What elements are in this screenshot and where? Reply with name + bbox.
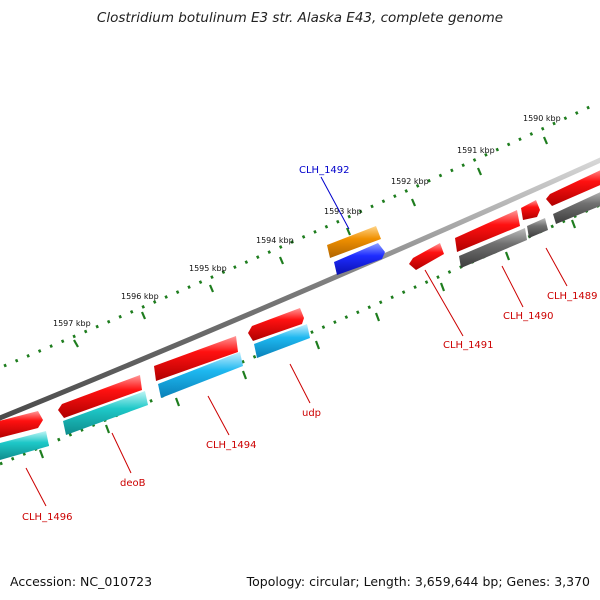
- major-tick: [314, 340, 321, 350]
- gene-feature-deob-rev[interactable]: [63, 391, 148, 435]
- major-tick: [38, 449, 45, 459]
- major-tick: [570, 219, 577, 229]
- major-tick: [410, 198, 417, 207]
- genome-backbone: [0, 157, 600, 421]
- major-tick: [278, 256, 285, 265]
- gene-feature-clh1491[interactable]: [409, 243, 444, 270]
- gene-feature-clh1496-rev[interactable]: [0, 431, 49, 460]
- map-title: Clostridium botulinum E3 str. Alaska E43…: [96, 10, 504, 26]
- kbp-labels: 1590 kbp 1591 kbp 1592 kbp 1593 kbp 1594…: [53, 114, 561, 328]
- gene-label-clh1496[interactable]: CLH_1496: [22, 512, 73, 523]
- outer-major-ticks: [73, 136, 549, 348]
- major-tick: [542, 136, 549, 145]
- gene-label-deob[interactable]: deoB: [120, 478, 146, 489]
- gene-feature-clh1489-rev-a[interactable]: [527, 218, 548, 238]
- inner-major-ticks: [38, 219, 577, 459]
- gene-label-clh1489[interactable]: CLH_1489: [547, 291, 598, 302]
- gene-label-clh1490[interactable]: CLH_1490: [503, 311, 554, 322]
- genome-summary: Topology: circular; Length: 3,659,644 bp…: [246, 574, 590, 589]
- leader-line-clh1492: [320, 176, 350, 230]
- leader-line-clh1490: [501, 265, 524, 308]
- gene-feature-deob-fwd[interactable]: [58, 375, 142, 418]
- kbp-label-1597: 1597 kbp: [53, 319, 91, 328]
- gene-feature-clh1494-fwd[interactable]: [154, 336, 238, 381]
- major-tick: [345, 227, 352, 236]
- gene-feature-clh1489a[interactable]: [521, 200, 540, 220]
- kbp-label-1591: 1591 kbp: [457, 146, 495, 155]
- kbp-label-1594: 1594 kbp: [256, 236, 294, 245]
- leader-line-deob: [111, 432, 132, 474]
- gene-feature-udp-fwd[interactable]: [248, 308, 304, 341]
- kbp-label-1596: 1596 kbp: [121, 292, 159, 301]
- gene-label-udp[interactable]: udp: [302, 408, 321, 419]
- kbp-label-1592: 1592 kbp: [391, 177, 429, 186]
- kbp-label-1595: 1595 kbp: [189, 264, 227, 273]
- major-tick: [174, 397, 181, 407]
- gene-feature-udp-rev[interactable]: [254, 324, 310, 358]
- leader-line-clh1491: [424, 269, 464, 337]
- leader-line-clh1496: [25, 467, 47, 507]
- gene-feature-clh1494-rev[interactable]: [158, 352, 243, 398]
- major-tick: [208, 284, 215, 293]
- leader-line-clh1494: [207, 395, 230, 436]
- major-tick: [140, 311, 147, 320]
- gene-labels: CLH_1492 CLH_1489 CLH_1490 CLH_1491 udp …: [22, 165, 598, 523]
- reverse-strand-features: [0, 190, 600, 460]
- gene-feature-clh1492-orange[interactable]: [327, 226, 381, 258]
- leader-lines: [25, 176, 568, 507]
- gene-feature-clh1492-blue[interactable]: [334, 243, 385, 275]
- major-tick: [504, 251, 511, 261]
- leader-line-udp: [289, 363, 311, 404]
- gene-feature-clh1490-fwd[interactable]: [455, 210, 520, 252]
- major-tick: [439, 282, 446, 292]
- clh1492-features: [327, 226, 385, 275]
- gene-feature-clh1489-rev-b[interactable]: [553, 190, 600, 224]
- major-tick: [73, 339, 79, 348]
- accession-label: Accession: NC_010723: [10, 574, 153, 589]
- forward-strand-features: [0, 168, 600, 439]
- major-tick: [241, 370, 248, 380]
- kbp-label-1593: 1593 kbp: [324, 207, 362, 216]
- gene-label-clh1491[interactable]: CLH_1491: [443, 340, 494, 351]
- gene-feature-clh1496-fwd[interactable]: [0, 411, 43, 439]
- gene-label-clh1492[interactable]: CLH_1492: [299, 165, 350, 176]
- gene-label-clh1494[interactable]: CLH_1494: [206, 440, 257, 451]
- leader-line-clh1489: [545, 247, 568, 287]
- gene-feature-clh1490-rev[interactable]: [459, 228, 527, 268]
- kbp-label-1590: 1590 kbp: [523, 114, 561, 123]
- major-tick: [374, 312, 381, 322]
- major-tick: [104, 424, 111, 434]
- major-tick: [476, 167, 483, 176]
- gene-feature-clh1489b[interactable]: [546, 168, 600, 206]
